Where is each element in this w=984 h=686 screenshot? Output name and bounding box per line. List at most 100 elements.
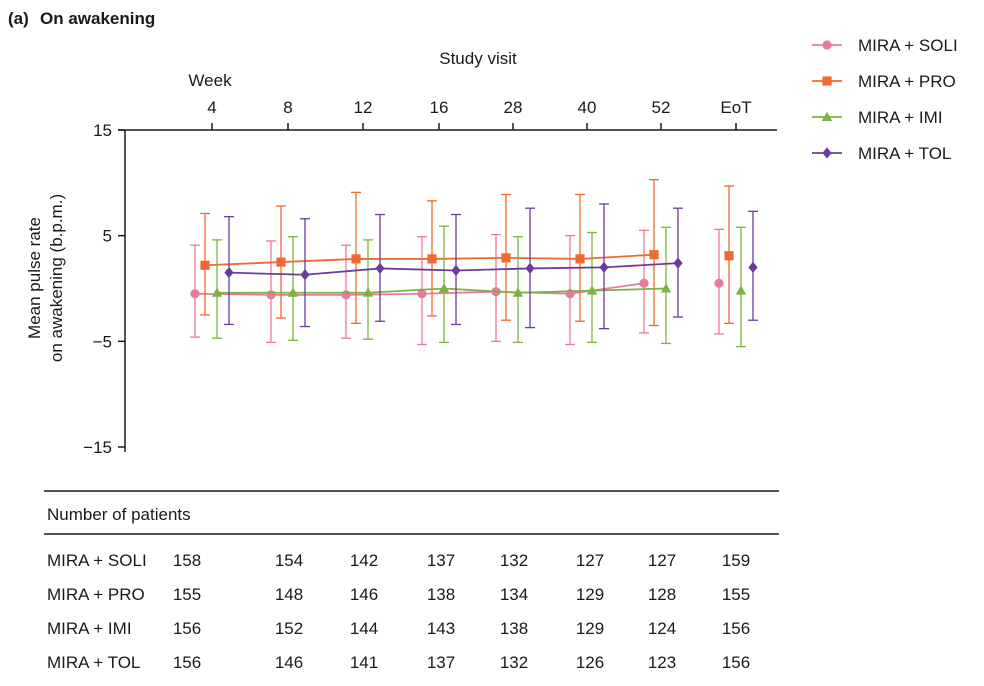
table-cell: 124 [648,619,676,638]
series-mira-pro [200,179,734,327]
table-cell: 156 [173,653,201,672]
data-point [525,262,535,275]
x-tick-label: 12 [354,98,373,117]
table-row: MIRA + SOLI 158 154 142 137 132 127 127 159 [47,551,750,570]
y-axis-label-line2: on awakening (b.p.m.) [47,194,66,362]
data-point [200,260,210,270]
x-tick-label: 8 [283,98,292,117]
table-cell: 138 [500,619,528,638]
data-point [300,269,310,281]
legend-label: MIRA + PRO [858,72,956,91]
data-point [575,254,585,264]
data-point [224,267,234,279]
table-cell: 137 [427,551,455,570]
legend-marker [821,111,833,121]
series-mira-tol [224,203,758,330]
table-row-label: MIRA + PRO [47,585,145,604]
table-row-label: MIRA + IMI [47,619,132,638]
x-axis-sublabel: Week [188,71,232,90]
series-mira-imi [211,225,747,348]
y-axis-label-line1: Mean pulse rate [25,217,44,339]
table-row: MIRA + TOL 156 146 141 137 132 126 123 156 [47,653,750,672]
data-point [287,287,299,297]
legend-item-mira-pro: MIRA + PRO [812,72,956,91]
table-row: MIRA + PRO 155 148 146 138 134 129 128 155 [47,585,750,604]
x-tick-label: 16 [430,98,449,117]
table-cell: 158 [173,551,201,570]
table-cell: 144 [350,619,378,638]
data-point [586,285,598,295]
series-mira-soli [190,228,724,346]
data-point [649,250,659,260]
x-axis-title: Study visit [439,49,517,68]
table-cell: 143 [427,619,455,638]
x-tick-label: 28 [504,98,523,117]
data-point [451,264,461,277]
data-point [748,261,758,273]
table-cell: 132 [500,653,528,672]
x-tick-label: 40 [578,98,597,117]
data-point [417,289,427,299]
data-point [673,257,683,269]
x-ticks: 4 8 12 16 28 40 52 EoT [207,98,752,130]
y-tick-label: −15 [83,438,112,457]
table-cell: 126 [576,653,604,672]
legend-item-mira-tol: MIRA + TOL [812,144,951,163]
panel-title: On awakening [40,9,155,28]
data-point [266,290,276,300]
table-cell: 128 [648,585,676,604]
data-point [341,290,351,300]
table-cell: 154 [275,551,303,570]
y-axis-label: Mean pulse rate on awakening (b.p.m.) [25,194,66,362]
table-cell: 123 [648,653,676,672]
data-point [375,262,385,275]
table-cell: 127 [648,551,676,570]
data-point [427,254,437,264]
table-cell: 134 [500,585,528,604]
data-point [190,289,200,299]
legend-item-mira-imi: MIRA + IMI [812,108,943,127]
table-header: Number of patients [47,505,191,524]
data-point [362,287,374,297]
x-tick-label: 52 [652,98,671,117]
table-cell: 155 [722,585,750,604]
legend-marker [822,76,832,86]
table-cell: 132 [500,551,528,570]
legend-marker [822,40,832,50]
table-cell: 129 [576,585,604,604]
data-point [714,278,724,288]
x-tick-label: EoT [720,98,751,117]
table-cell: 152 [275,619,303,638]
panel-label: (a) [8,9,29,28]
table-cell: 156 [722,653,750,672]
data-point [724,251,734,261]
data-point [351,254,361,264]
table-cell: 142 [350,551,378,570]
legend-marker [822,147,832,159]
table-cell: 148 [275,585,303,604]
legend-label: MIRA + SOLI [858,36,958,55]
data-point [276,257,286,267]
legend-label: MIRA + IMI [858,108,943,127]
table-cell: 156 [722,619,750,638]
data-point [211,287,223,297]
legend-label: MIRA + TOL [858,144,951,163]
y-tick-label: 15 [93,121,112,140]
legend-item-mira-soli: MIRA + SOLI [812,36,958,55]
table-row: MIRA + IMI 156 152 144 143 138 129 124 156 [47,619,750,638]
table-cell: 146 [350,585,378,604]
data-point [512,287,524,297]
legend: MIRA + SOLI MIRA + PRO MIRA + IMI MIRA + TO… [812,36,958,163]
data-point [599,261,609,273]
patients-table-body: MIRA + SOLI 158 154 142 137 132 127 127 159MIRA … [47,551,750,672]
data-point [501,253,511,263]
table-cell: 159 [722,551,750,570]
table-cell: 138 [427,585,455,604]
y-tick-label: −5 [93,332,112,351]
table-cell: 156 [173,619,201,638]
x-tick-label: 4 [207,98,216,117]
data-point [639,278,649,288]
table-row-label: MIRA + TOL [47,653,140,672]
